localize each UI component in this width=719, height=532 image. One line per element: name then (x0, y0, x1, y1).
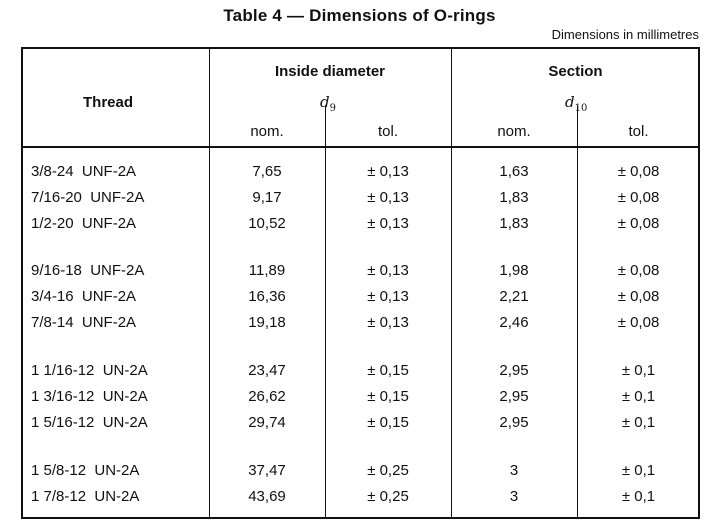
table-row: 1 1/16-12 UN-2A 23,47 ± 0,15 2,95 ± 0,1 (23, 358, 698, 384)
inside-diameter-tol-cell: ± 0,25 (367, 488, 409, 505)
thread-cell: 3/8-24 UNF-2A (31, 163, 137, 180)
o-ring-dimensions-table: Thread Inside diameter Section d9 d10 no… (21, 47, 700, 519)
thread-cell: 9/16-18 UNF-2A (31, 262, 145, 279)
section-nom-cell: 2,95 (499, 388, 529, 405)
table-row: 1 7/8-12 UN-2A 43,69 ± 0,25 3 ± 0,1 (23, 484, 698, 510)
inside-diameter-tol-cell: ± 0,25 (367, 462, 409, 479)
inside-diameter-nom-cell: 11,89 (248, 262, 286, 279)
units-note: Dimensions in millimetres (551, 27, 699, 42)
thread-cell: 1 3/16-12 UN-2A (31, 388, 148, 405)
inside-diameter-tol-cell: ± 0,15 (367, 388, 409, 405)
id-tol-header: tol. (377, 123, 398, 140)
section-nom-cell: 3 (509, 488, 519, 505)
section-tol-cell: ± 0,1 (621, 462, 656, 479)
section-header: Section (548, 63, 603, 80)
section-tol-cell: ± 0,1 (621, 388, 656, 405)
inside-diameter-nom-cell: 23,47 (248, 362, 286, 379)
column-divider (451, 49, 452, 517)
section-nom-cell: 1,83 (499, 189, 529, 206)
section-tol-cell: ± 0,08 (617, 189, 660, 206)
section-tol-cell: ± 0,1 (621, 488, 656, 505)
inside-diameter-header: Inside diameter (274, 63, 386, 80)
inside-diameter-tol-cell: ± 0,13 (367, 262, 409, 279)
table-row: 1 5/16-12 UN-2A 29,74 ± 0,15 2,95 ± 0,1 (23, 410, 698, 436)
inside-diameter-tol-cell: ± 0,15 (367, 362, 409, 379)
inside-diameter-nom-cell: 7,65 (252, 163, 282, 180)
inside-diameter-tol-cell: ± 0,13 (367, 215, 409, 232)
inside-diameter-tol-cell: ± 0,13 (367, 288, 409, 305)
section-nom-cell: 1,63 (499, 163, 529, 180)
table-row: 1/2-20 UNF-2A 10,52 ± 0,13 1,83 ± 0,08 (23, 211, 698, 237)
thread-cell: 1 5/8-12 UN-2A (31, 462, 140, 479)
d9-symbol: d9 (320, 93, 336, 114)
inside-diameter-nom-cell: 9,17 (252, 189, 282, 206)
sec-nom-header: nom. (497, 123, 531, 140)
table-title: Table 4 — Dimensions of O-rings (223, 6, 496, 25)
section-tol-cell: ± 0,1 (621, 362, 656, 379)
section-tol-cell: ± 0,08 (617, 288, 660, 305)
section-nom-cell: 1,83 (499, 215, 529, 232)
column-divider (325, 106, 326, 517)
section-nom-cell: 2,21 (499, 288, 529, 305)
column-divider (209, 49, 210, 517)
inside-diameter-nom-cell: 19,18 (248, 314, 286, 331)
inside-diameter-tol-cell: ± 0,13 (367, 314, 409, 331)
thread-cell: 1 1/16-12 UN-2A (31, 362, 148, 379)
thread-cell: 7/8-14 UNF-2A (31, 314, 137, 331)
thread-cell: 7/16-20 UNF-2A (31, 189, 145, 206)
table-row: 3/4-16 UNF-2A 16,36 ± 0,13 2,21 ± 0,08 (23, 284, 698, 310)
table-row: 1 3/16-12 UN-2A 26,62 ± 0,15 2,95 ± 0,1 (23, 384, 698, 410)
header-rule (23, 146, 698, 148)
thread-cell: 1/2-20 UNF-2A (31, 215, 137, 232)
thread-header: Thread (83, 94, 134, 111)
inside-diameter-tol-cell: ± 0,15 (367, 414, 409, 431)
thread-cell: 1 5/16-12 UN-2A (31, 414, 148, 431)
section-nom-cell: 3 (509, 462, 519, 479)
table-row: 7/16-20 UNF-2A 9,17 ± 0,13 1,83 ± 0,08 (23, 185, 698, 211)
table-row: 7/8-14 UNF-2A 19,18 ± 0,13 2,46 ± 0,08 (23, 310, 698, 336)
inside-diameter-nom-cell: 26,62 (248, 388, 286, 405)
section-tol-cell: ± 0,08 (617, 215, 660, 232)
section-nom-cell: 2,46 (499, 314, 529, 331)
column-divider (577, 106, 578, 517)
table-row: 1 5/8-12 UN-2A 37,47 ± 0,25 3 ± 0,1 (23, 458, 698, 484)
thread-cell: 1 7/8-12 UN-2A (31, 488, 140, 505)
section-tol-cell: ± 0,08 (617, 163, 660, 180)
table-row: 3/8-24 UNF-2A 7,65 ± 0,13 1,63 ± 0,08 (23, 159, 698, 185)
d10-symbol: d10 (565, 93, 588, 114)
thread-cell: 3/4-16 UNF-2A (31, 288, 137, 305)
section-nom-cell: 2,95 (499, 414, 529, 431)
section-tol-cell: ± 0,08 (617, 262, 660, 279)
inside-diameter-nom-cell: 10,52 (248, 215, 286, 232)
inside-diameter-nom-cell: 37,47 (248, 462, 286, 479)
table-row: 9/16-18 UNF-2A 11,89 ± 0,13 1,98 ± 0,08 (23, 258, 698, 284)
inside-diameter-nom-cell: 16,36 (248, 288, 286, 305)
section-nom-cell: 2,95 (499, 362, 529, 379)
inside-diameter-tol-cell: ± 0,13 (367, 189, 409, 206)
inside-diameter-tol-cell: ± 0,13 (367, 163, 409, 180)
section-tol-cell: ± 0,1 (621, 414, 656, 431)
inside-diameter-nom-cell: 29,74 (248, 414, 286, 431)
inside-diameter-nom-cell: 43,69 (248, 488, 286, 505)
section-tol-cell: ± 0,08 (617, 314, 660, 331)
id-nom-header: nom. (250, 123, 284, 140)
section-nom-cell: 1,98 (499, 262, 529, 279)
sec-tol-header: tol. (628, 123, 649, 140)
